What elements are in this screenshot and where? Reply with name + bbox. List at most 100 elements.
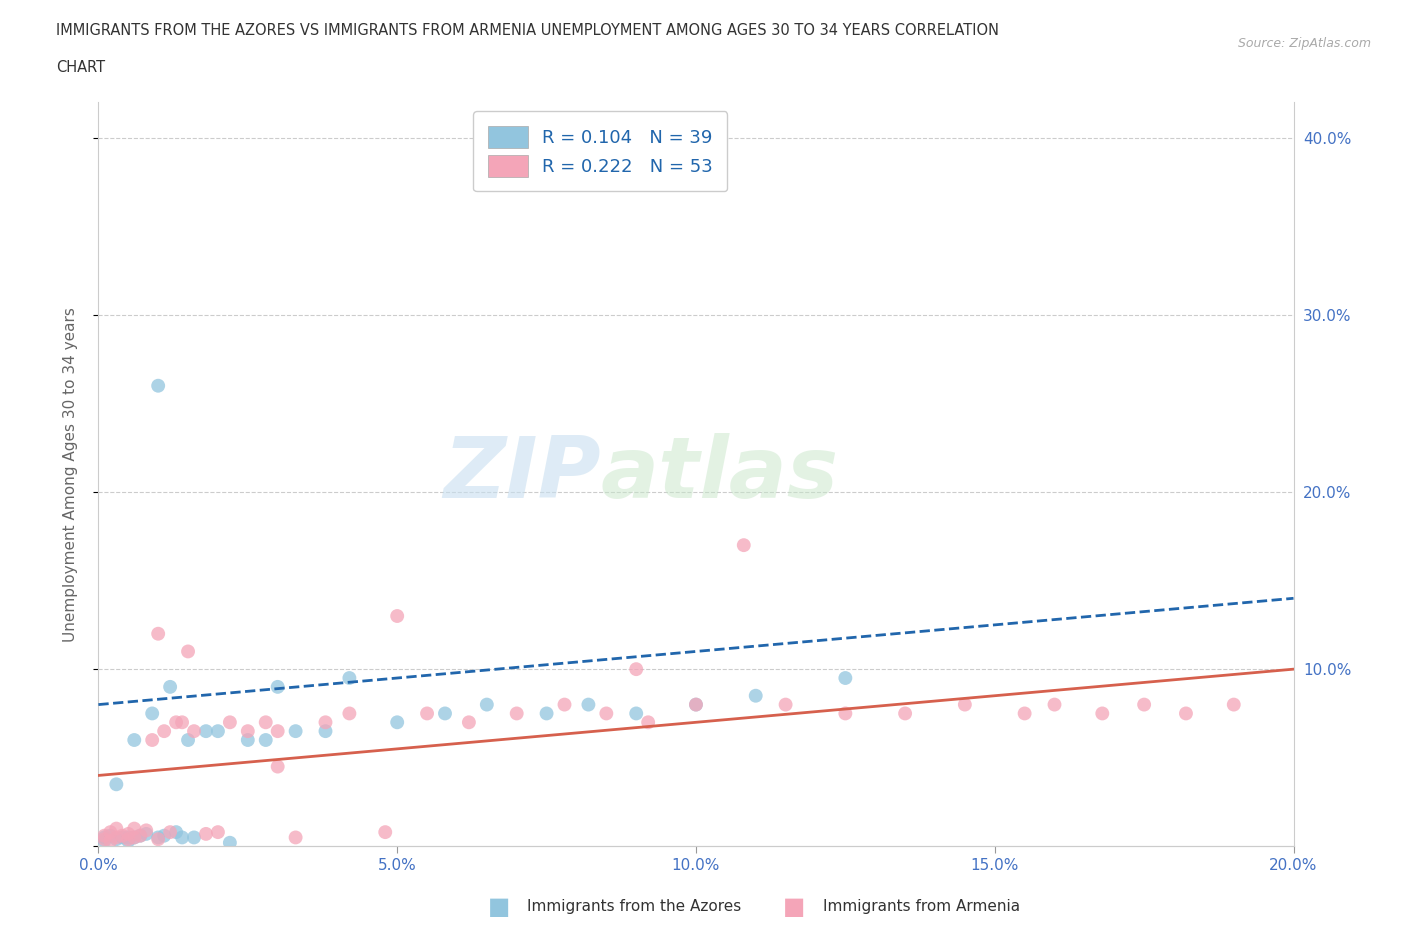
Point: [105, 777, 128, 791]
Point: [267, 680, 290, 695]
Point: [117, 830, 139, 844]
Point: [153, 724, 176, 738]
Text: Immigrants from Armenia: Immigrants from Armenia: [823, 899, 1019, 914]
Point: [207, 825, 229, 840]
Point: [172, 715, 194, 730]
Point: [195, 827, 218, 842]
Point: [685, 698, 707, 712]
Point: [141, 706, 163, 721]
Point: [159, 825, 181, 840]
Point: [626, 662, 648, 677]
Point: [135, 823, 157, 838]
Point: [177, 644, 200, 658]
Point: [105, 831, 128, 846]
Point: [124, 830, 146, 844]
Point: [1223, 698, 1246, 712]
Point: [554, 698, 576, 712]
Point: [183, 724, 205, 738]
Point: [595, 706, 617, 721]
Text: atlas: atlas: [600, 432, 838, 516]
Point: [148, 830, 170, 844]
Point: [1014, 706, 1036, 721]
Point: [416, 706, 439, 721]
Point: [1091, 706, 1114, 721]
Text: IMMIGRANTS FROM THE AZORES VS IMMIGRANTS FROM ARMENIA UNEMPLOYMENT AMONG AGES 30: IMMIGRANTS FROM THE AZORES VS IMMIGRANTS…: [56, 23, 1000, 38]
Point: [93, 833, 115, 848]
Point: [117, 833, 139, 848]
Text: ■: ■: [783, 895, 806, 919]
Point: [141, 733, 163, 748]
Point: [458, 715, 481, 730]
Point: [105, 821, 128, 836]
Point: [685, 698, 707, 712]
Point: [374, 825, 396, 840]
Text: CHART: CHART: [56, 60, 105, 75]
Point: [148, 379, 170, 393]
Point: [172, 830, 194, 844]
Point: [105, 830, 128, 844]
Point: [284, 724, 307, 738]
Point: [129, 829, 152, 844]
Point: [953, 698, 976, 712]
Point: [236, 733, 259, 748]
Point: [236, 724, 259, 738]
Point: [385, 715, 409, 730]
Point: [100, 825, 122, 840]
Point: [284, 830, 307, 844]
Point: [207, 724, 229, 738]
Point: [315, 715, 337, 730]
Point: [124, 821, 146, 836]
Point: [894, 706, 917, 721]
Point: [148, 831, 170, 846]
Y-axis label: Unemployment Among Ages 30 to 34 years: Unemployment Among Ages 30 to 34 years: [63, 307, 77, 642]
Point: [834, 706, 856, 721]
Point: [637, 715, 659, 730]
Point: [1175, 706, 1198, 721]
Point: [434, 706, 457, 721]
Point: [93, 831, 115, 846]
Point: [254, 733, 277, 748]
Point: [745, 688, 768, 703]
Point: [93, 830, 115, 844]
Point: [111, 829, 134, 844]
Point: [1133, 698, 1156, 712]
Point: [100, 829, 122, 844]
Point: [100, 833, 122, 848]
Point: [834, 671, 856, 685]
Point: [339, 671, 360, 685]
Text: ■: ■: [488, 895, 510, 919]
Text: ZIP: ZIP: [443, 432, 600, 516]
Point: [219, 835, 242, 850]
Point: [626, 706, 648, 721]
Text: Source: ZipAtlas.com: Source: ZipAtlas.com: [1237, 37, 1371, 50]
Point: [267, 759, 290, 774]
Text: Immigrants from the Azores: Immigrants from the Azores: [527, 899, 741, 914]
Point: [183, 830, 205, 844]
Point: [385, 608, 409, 623]
Point: [93, 829, 115, 844]
Point: [254, 715, 277, 730]
Point: [475, 698, 498, 712]
Point: [129, 829, 152, 844]
Point: [153, 829, 176, 844]
Point: [135, 827, 157, 842]
Point: [177, 733, 200, 748]
Point: [578, 698, 600, 712]
Point: [506, 706, 529, 721]
Point: [117, 827, 139, 842]
Point: [267, 724, 290, 738]
Point: [219, 715, 242, 730]
Point: [117, 831, 139, 846]
Point: [165, 715, 187, 730]
Point: [195, 724, 218, 738]
Point: [111, 830, 134, 844]
Point: [124, 733, 146, 748]
Point: [159, 680, 181, 695]
Point: [339, 706, 360, 721]
Point: [165, 825, 187, 840]
Point: [124, 830, 146, 844]
Point: [536, 706, 558, 721]
Point: [315, 724, 337, 738]
Point: [1043, 698, 1066, 712]
Legend: R = 0.104   N = 39, R = 0.222   N = 53: R = 0.104 N = 39, R = 0.222 N = 53: [474, 112, 727, 192]
